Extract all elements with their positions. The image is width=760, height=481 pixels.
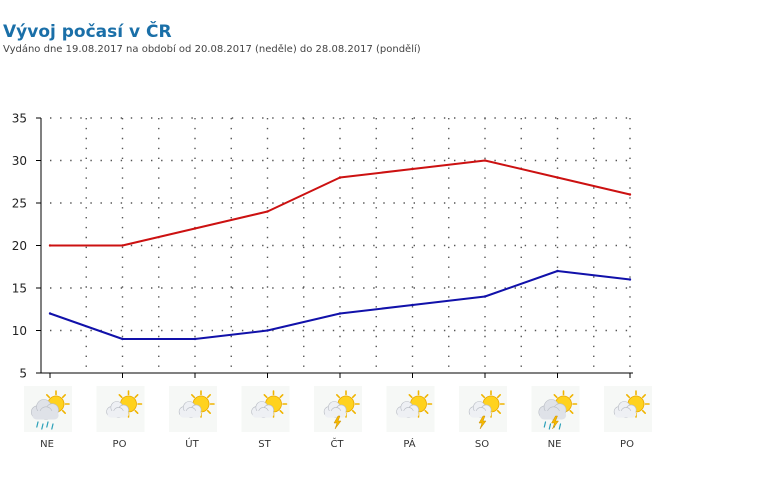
data-point [483,159,487,162]
data-point [338,312,342,315]
min-temperature-line [49,270,631,340]
data-point [556,269,559,273]
data-point [48,244,52,247]
data-point [556,176,559,179]
data-point [411,303,414,307]
axes: 5 10 15 20 25 30 35 [12,112,633,381]
cloud-sun-rain-icon [24,386,72,432]
data-point [411,167,414,171]
day-label: PO [113,439,127,450]
sun-cloud-icon [169,386,217,432]
data-point [193,227,197,230]
sun-cloud-storm-icon [459,386,507,432]
forecast-issued-info: Vydáno dne 19.08.2017 na období od 20.08… [3,44,421,55]
y-tick-label: 35 [12,112,27,126]
data-point [266,329,269,332]
day-labels: NE PO ÚT ST ČT PÁ SO NE PO [40,437,634,450]
data-point [193,337,197,341]
y-tick-label: 10 [12,324,27,338]
sun-cloud-icon [96,386,145,432]
day-label: PO [620,439,634,450]
y-tick-label: 25 [12,197,27,211]
weather-icons [24,386,652,432]
day-label: SO [475,439,489,450]
page-title: Vývoj počasí v ČR [3,22,172,42]
max-temperature-line [50,159,631,247]
sun-cloud-icon [604,386,652,432]
sun-cloud-icon [386,386,435,432]
data-point [121,337,124,341]
data-point [48,312,52,315]
day-label: PÁ [403,437,415,450]
series [48,159,632,341]
data-point [338,176,342,179]
day-label: ST [258,439,271,450]
data-point [483,295,487,298]
sun-cloud-icon [241,386,290,432]
y-tick-label: 30 [12,154,27,168]
y-tick-label: 15 [12,282,27,296]
data-point [628,193,632,196]
day-label: NE [548,439,562,450]
day-label: ČT [330,437,344,450]
grid [50,117,631,373]
cloud-sun-storm-rain-icon [531,386,580,432]
day-label: ÚT [185,437,199,450]
sun-cloud-storm-icon [314,386,362,432]
data-point [628,278,632,281]
data-point [121,244,124,247]
y-tick-label: 20 [12,239,27,253]
data-point [266,210,269,213]
day-label: NE [40,439,54,450]
y-tick-label: 5 [19,367,27,381]
